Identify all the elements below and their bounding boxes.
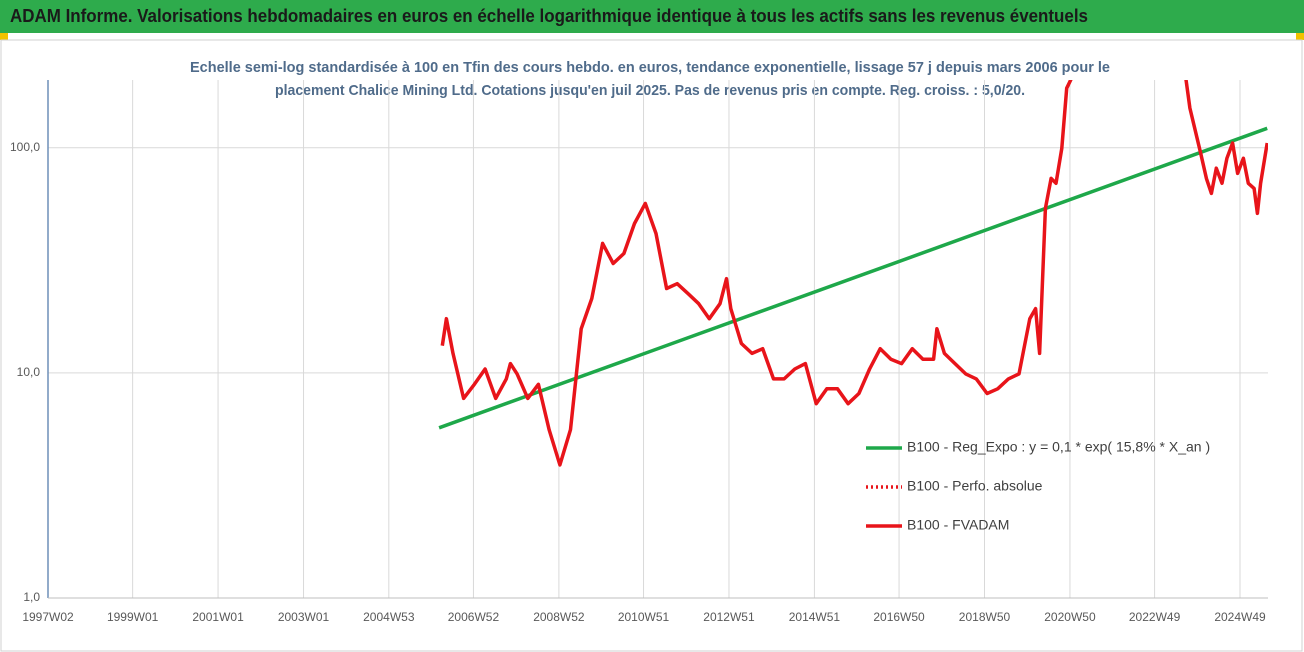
series-line (440, 80, 1073, 467)
y-tick-label: 1,0 (23, 590, 40, 604)
x-tick-label: 2004W53 (363, 610, 415, 624)
x-tick-label: 2010W51 (618, 610, 670, 624)
x-tick-label: 2020W50 (1044, 610, 1096, 624)
chart-title: ADAM Informe. Valorisations hebdomadaire… (10, 6, 1088, 26)
header-bar (0, 0, 1304, 33)
legend-label: B100 - FVADAM (907, 517, 1009, 533)
series-line (1184, 80, 1268, 216)
subtitle: placement Chalice Mining Ltd. Cotations … (275, 82, 1025, 99)
legend-label: B100 - Reg_Expo : y = 0,1 * exp( 15,8% *… (907, 439, 1210, 455)
y-tick-label: 100,0 (10, 140, 40, 154)
frame (0, 39, 1303, 652)
x-tick-label: 2003W01 (278, 610, 330, 624)
y-tick-label: 10,0 (17, 365, 41, 379)
x-tick-label: 1999W01 (107, 610, 159, 624)
x-tick-label: 2016W50 (873, 610, 925, 624)
x-tick-label: 2006W52 (448, 610, 500, 624)
x-tick-label: 2008W52 (533, 610, 585, 624)
x-tick-label: 2001W01 (192, 610, 244, 624)
x-tick-label: 2012W51 (703, 610, 755, 624)
x-tick-label: 2014W51 (789, 610, 841, 624)
x-tick-label: 2018W50 (959, 610, 1011, 624)
series-line (438, 126, 1268, 430)
corner (1296, 33, 1304, 40)
legend-label: B100 - Perfo. absolue (907, 478, 1043, 494)
corner (0, 33, 8, 40)
x-tick-label: 1997W02 (22, 610, 74, 624)
x-tick-label: 2022W49 (1129, 610, 1181, 624)
subtitle: Echelle semi-log standardisée à 100 en T… (190, 59, 1110, 76)
plot-area (438, 80, 1268, 467)
x-tick-label: 2024W49 (1214, 610, 1266, 624)
